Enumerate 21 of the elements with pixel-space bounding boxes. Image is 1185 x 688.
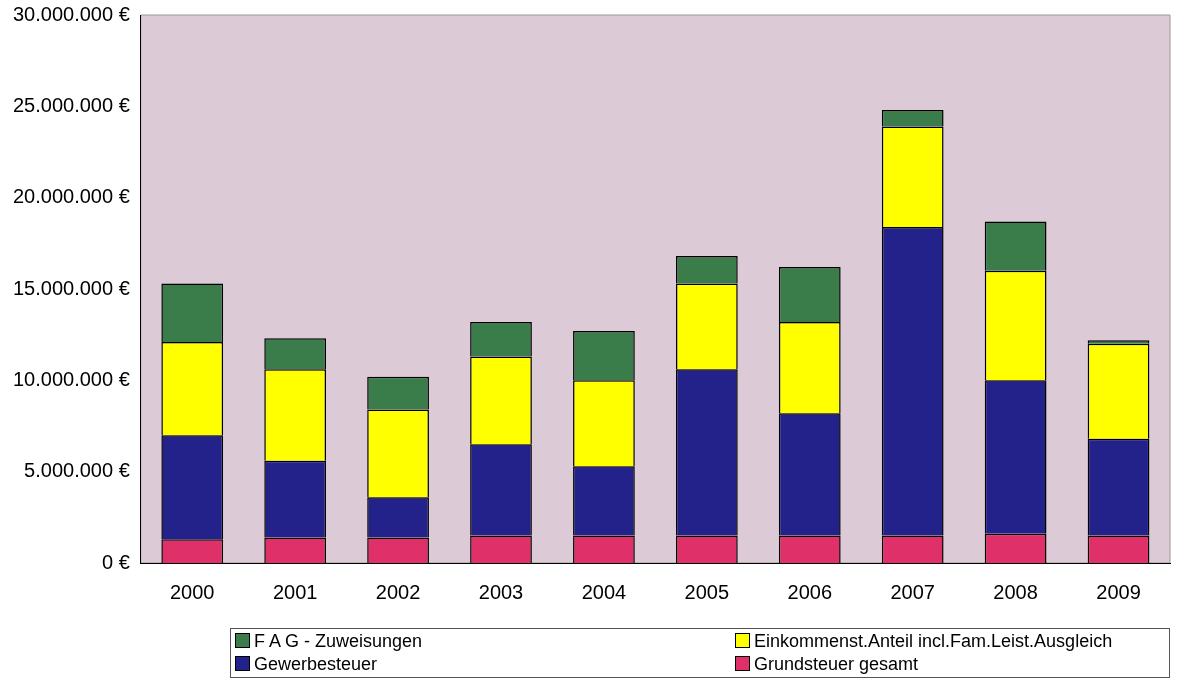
x-tick-label: 2003 bbox=[478, 580, 524, 603]
y-tick-label: 10.000.000 € bbox=[13, 367, 130, 390]
y-tick-label: 0 € bbox=[101, 550, 130, 573]
x-tick-label: 2000 bbox=[169, 580, 215, 603]
y-tick-label: 30.000.000 € bbox=[13, 2, 130, 25]
x-tick-label: 2006 bbox=[787, 580, 833, 603]
x-tick-label: 2007 bbox=[890, 580, 935, 603]
x-tick-label: 2005 bbox=[684, 580, 730, 603]
y-tick-label: 20.000.000 € bbox=[13, 185, 130, 208]
legend-label: Gewerbesteuer bbox=[254, 654, 378, 674]
legend-label: Grundsteuer gesamt bbox=[754, 654, 919, 674]
legend-label: Einkommenst.Anteil incl.Fam.Leist.Ausgleich bbox=[754, 631, 1113, 651]
x-tick-label: 2004 bbox=[581, 580, 627, 603]
y-tick-label: 15.000.000 € bbox=[13, 276, 130, 299]
legend-label: F A G - Zuweisungen bbox=[254, 631, 423, 651]
x-tick-label: 2008 bbox=[993, 580, 1038, 603]
y-tick-label: 5.000.000 € bbox=[24, 459, 130, 482]
x-tick-label: 2002 bbox=[375, 580, 421, 603]
x-tick-label: 2001 bbox=[272, 580, 318, 603]
x-tick-label: 2009 bbox=[1096, 580, 1141, 603]
y-tick-label: 25.000.000 € bbox=[13, 93, 130, 116]
